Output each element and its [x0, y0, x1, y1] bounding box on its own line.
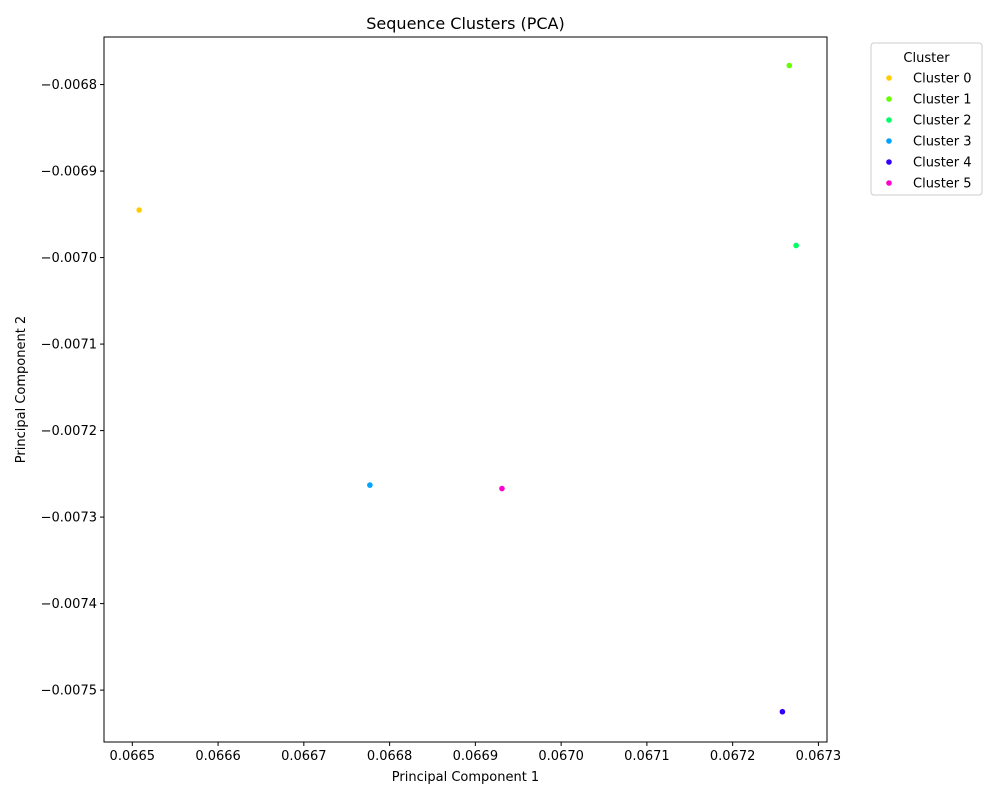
legend-label: Cluster 5	[913, 177, 972, 192]
y-tick-label: −0.0074	[41, 597, 97, 612]
x-tick-label: 0.0670	[538, 749, 584, 764]
chart-title: Sequence Clusters (PCA)	[366, 14, 564, 33]
y-tick-label: −0.0070	[41, 251, 97, 266]
legend-marker	[886, 159, 892, 165]
x-tick-label: 0.0672	[710, 749, 756, 764]
y-tick-label: −0.0073	[41, 511, 97, 526]
data-point	[779, 708, 786, 715]
x-tick-label: 0.0673	[796, 749, 842, 764]
legend-marker	[886, 117, 892, 123]
x-tick-label: 0.0667	[281, 749, 327, 764]
data-point	[786, 62, 793, 69]
legend-label: Cluster 2	[913, 114, 972, 129]
data-point	[793, 242, 799, 249]
x-tick-label: 0.0669	[453, 749, 499, 764]
y-tick-label: −0.0069	[41, 165, 97, 180]
data-point	[499, 485, 505, 492]
legend-label: Cluster 0	[913, 72, 972, 87]
legend-marker	[886, 75, 892, 81]
legend-items: Cluster 0 Cluster 1 Cluster 2 Cluster 3 Clus…	[886, 72, 972, 192]
x-axis-label: Principal Component 1	[392, 770, 539, 785]
x-tick-label: 0.0665	[110, 749, 156, 764]
y-tick-label: −0.0071	[41, 338, 97, 353]
legend-marker	[886, 138, 892, 144]
legend-title: Cluster	[903, 51, 950, 66]
x-tick-label: 0.0666	[195, 749, 241, 764]
plot-marks	[136, 62, 799, 715]
legend-label: Cluster 1	[913, 93, 972, 108]
y-tick-label: −0.0072	[41, 424, 97, 439]
y-tick-label: −0.0068	[41, 78, 97, 93]
data-point	[367, 482, 373, 488]
legend-box	[870, 42, 983, 196]
x-axis: 0.0665 0.0666 0.0667 0.0668 0.0669 0.0670 0.06…	[110, 742, 842, 764]
x-tick-label: 0.0671	[624, 749, 670, 764]
legend-marker	[886, 180, 892, 186]
y-axis-label: Principal Component 2	[14, 316, 29, 463]
y-axis: −0.0068 −0.0069 −0.0070 −0.0071 −0.0072 −0.00…	[41, 78, 104, 699]
y-tick-label: −0.0075	[41, 684, 97, 699]
legend-label: Cluster 4	[913, 156, 972, 171]
legend-marker	[886, 96, 892, 102]
data-point	[136, 207, 142, 213]
plot-frame	[103, 36, 828, 743]
legend-label: Cluster 3	[913, 135, 972, 150]
x-tick-label: 0.0668	[367, 749, 413, 764]
